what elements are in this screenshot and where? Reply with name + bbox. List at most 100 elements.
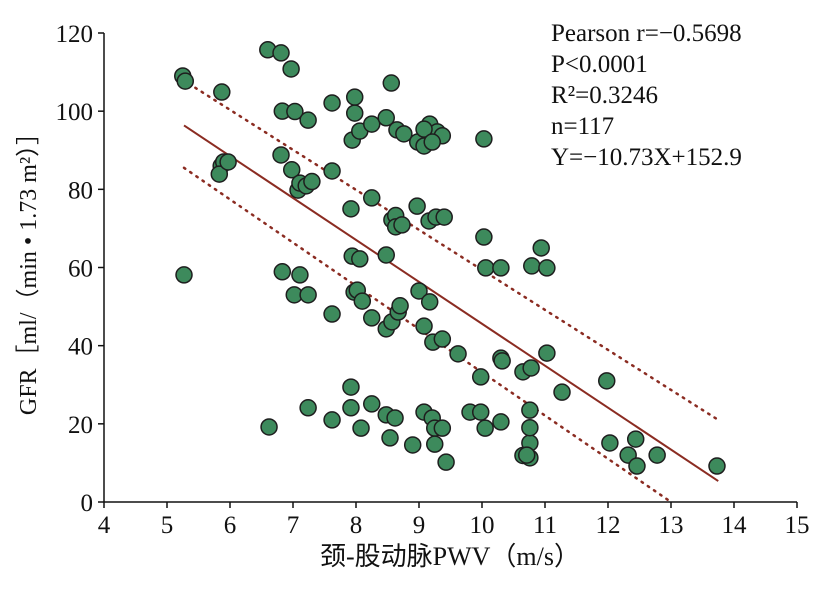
x-tick-label: 7 <box>287 512 300 539</box>
data-point <box>538 344 556 362</box>
data-point <box>477 259 495 277</box>
y-tick-label: 40 <box>68 334 93 361</box>
data-point <box>345 104 364 122</box>
y-tick-label: 100 <box>56 99 94 126</box>
data-point <box>517 446 536 464</box>
data-point <box>420 293 439 311</box>
data-point <box>351 250 369 268</box>
data-point <box>386 409 404 427</box>
data-point <box>363 115 381 133</box>
data-point <box>260 418 278 436</box>
data-point <box>176 72 195 90</box>
data-point <box>381 429 399 447</box>
data-point <box>213 83 231 101</box>
data-point <box>648 446 666 464</box>
x-tick-label: 11 <box>533 512 557 539</box>
data-point <box>363 395 381 413</box>
annotation-equation: Y=−10.73X+152.9 <box>551 144 742 171</box>
data-point <box>523 257 541 275</box>
x-tick-label: 6 <box>224 512 237 539</box>
data-point <box>471 368 490 386</box>
data-point <box>415 317 433 335</box>
data-point <box>377 246 395 264</box>
data-point <box>475 130 493 148</box>
annotation-p-value: P<0.0001 <box>551 51 648 78</box>
data-point <box>391 297 409 315</box>
data-point <box>423 133 441 151</box>
statistics-annotation: Pearson r=−0.5698 P<0.0001 R²=0.3246 n=1… <box>551 18 742 173</box>
data-point <box>403 436 422 454</box>
x-tick-label: 12 <box>596 512 621 539</box>
data-point <box>426 435 444 453</box>
data-point <box>273 263 292 281</box>
x-tick-label: 10 <box>470 512 495 539</box>
data-point <box>415 120 433 138</box>
data-point <box>299 399 317 417</box>
data-point <box>601 434 619 452</box>
data-point <box>492 259 510 277</box>
data-point <box>553 383 571 401</box>
y-tick-label: 20 <box>68 412 93 439</box>
data-point <box>282 60 300 78</box>
data-point <box>433 330 452 348</box>
data-point <box>353 292 372 310</box>
x-tick-label: 15 <box>785 512 810 539</box>
data-point <box>408 197 426 215</box>
data-point <box>352 419 370 437</box>
data-point <box>323 411 341 429</box>
data-point <box>363 189 381 207</box>
data-point <box>286 102 304 121</box>
data-point <box>449 345 467 363</box>
regression-lines <box>182 82 720 504</box>
data-point <box>323 94 341 112</box>
x-tick-label: 5 <box>161 512 174 539</box>
data-point <box>522 359 540 377</box>
data-point <box>628 457 646 475</box>
data-point <box>342 399 360 417</box>
data-point <box>708 457 726 475</box>
x-axis-label: 颈-股动脉PWV（m/s） <box>320 542 580 571</box>
data-point <box>475 228 493 246</box>
data-point <box>272 146 290 164</box>
data-point <box>342 378 360 396</box>
data-point <box>299 286 317 304</box>
data-point <box>323 162 341 180</box>
data-point <box>377 109 395 127</box>
data-point <box>538 259 556 277</box>
data-point <box>345 88 364 106</box>
axes: 4 5 6 7 8 9 10 11 12 13 14 15 0 20 40 60 80 100 120 <box>56 21 810 539</box>
data-points <box>174 41 726 475</box>
y-tick-label: 120 <box>56 21 94 48</box>
x-tick-label: 9 <box>413 512 426 539</box>
data-point <box>471 403 490 421</box>
data-point <box>382 74 401 92</box>
y-tick-label: 60 <box>68 256 93 283</box>
y-axis-label: GFR［ml/（min • 1.73 m²）］ <box>15 121 42 415</box>
regression-line <box>183 124 719 482</box>
data-point <box>410 282 428 300</box>
annotation-pearson: Pearson r=−0.5698 <box>551 20 742 47</box>
annotation-r-squared: R²=0.3246 <box>551 82 659 109</box>
data-point <box>493 352 511 370</box>
data-point <box>532 239 550 257</box>
x-tick-label: 13 <box>659 512 684 539</box>
data-point <box>342 200 360 218</box>
data-point <box>433 419 452 437</box>
x-tick-label: 14 <box>722 512 748 539</box>
data-point <box>435 208 453 226</box>
confidence-band-lower <box>182 166 673 504</box>
data-point <box>219 153 237 171</box>
data-point <box>437 453 455 471</box>
data-point <box>282 161 301 179</box>
data-point <box>626 430 645 448</box>
data-point <box>299 111 317 129</box>
confidence-band-upper <box>187 82 720 422</box>
data-point <box>175 266 193 284</box>
data-point <box>210 165 229 183</box>
x-tick-label: 4 <box>98 512 111 539</box>
y-tick-label: 80 <box>68 177 93 204</box>
annotation-n: n=117 <box>551 113 615 140</box>
data-point <box>521 401 539 419</box>
